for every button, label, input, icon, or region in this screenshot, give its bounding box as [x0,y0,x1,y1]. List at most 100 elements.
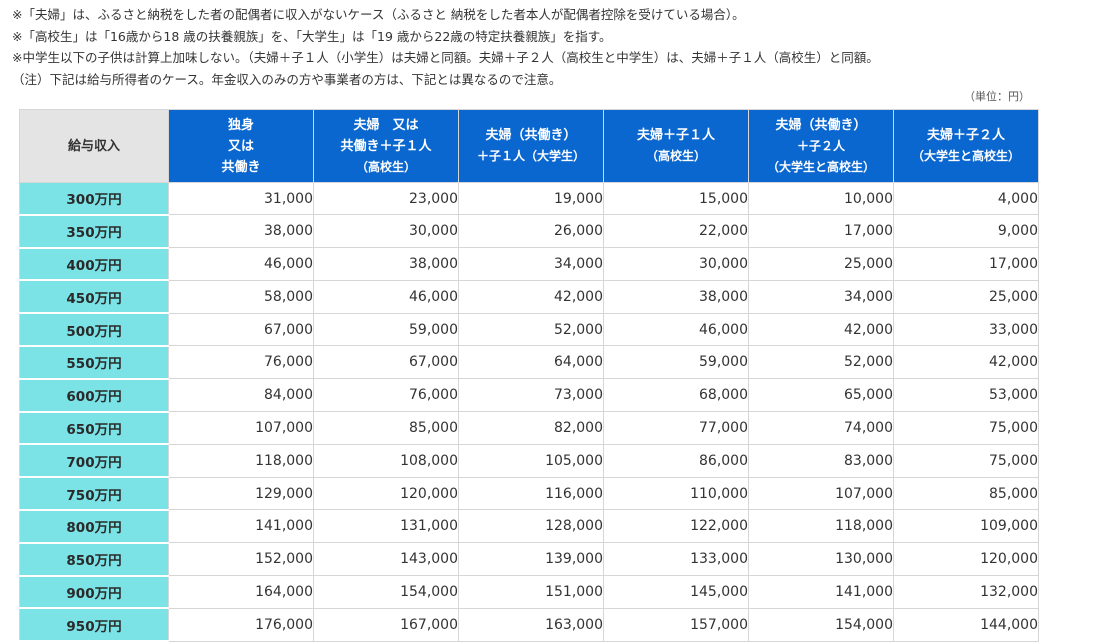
limit-amount-cell: 19,000 [458,181,604,216]
income-cell: 750万円 [19,476,169,511]
limit-amount-cell: 84,000 [168,378,314,413]
limit-amount-cell: 52,000 [748,345,894,380]
limit-amount-cell: 17,000 [893,247,1039,281]
table-row: 500万円 67,000 59,000 52,000 46,000 42,000 33,00… [19,312,1039,347]
limit-amount-cell: 31,000 [168,181,314,216]
limit-amount-cell: 133,000 [603,542,749,577]
limit-amount-cell: 75,000 [893,443,1039,478]
limit-amount-cell: 141,000 [748,575,894,609]
limit-amount-cell: 108,000 [313,443,459,478]
limit-amount-cell: 107,000 [168,411,314,445]
limit-amount-cell: 83,000 [748,443,894,478]
column-header-line: ＋子１人（大学生） [476,149,585,163]
table-row: 600万円 84,000 76,000 73,000 68,000 65,000 53,00… [19,378,1039,413]
limit-amount-cell: 46,000 [603,312,749,347]
note-line: （注）下記は給与所得者のケース。年金収入のみの方や事業者の方は、下記とは異なるの… [12,71,562,87]
limit-amount-cell: 132,000 [893,575,1039,609]
limit-amount-cell: 67,000 [168,312,314,347]
column-header-line: 夫婦（共働き） [485,128,577,143]
column-header-line: 夫婦＋子１人 [636,128,715,143]
limit-amount-cell: 26,000 [458,214,604,249]
column-header-line: 共働き＋子１人 [340,138,432,154]
limit-amount-cell: 154,000 [748,607,894,642]
limit-amount-cell: 145,000 [603,575,749,609]
income-cell: 450万円 [19,279,169,315]
column-header-line: 共働き [221,159,261,175]
limit-amount-cell: 74,000 [748,411,894,445]
limit-amount-cell: 157,000 [603,607,749,642]
income-cell: 400万円 [19,247,169,282]
limit-amount-cell: 10,000 [748,181,894,216]
limit-amount-cell: 167,000 [313,607,459,642]
limit-amount-cell: 77,000 [603,411,749,445]
limit-amount-cell: 143,000 [313,542,459,577]
income-cell: 700万円 [19,443,169,479]
income-cell: 500万円 [19,312,169,347]
limit-amount-cell: 164,000 [168,575,314,609]
table-row: 650万円 107,000 85,000 82,000 77,000 74,000 75,0… [19,411,1039,446]
limit-amount-cell: 46,000 [168,247,314,281]
limit-amount-cell: 122,000 [603,509,749,544]
limit-amount-cell: 130,000 [748,542,894,577]
limit-amount-cell: 131,000 [313,509,459,544]
column-header-line: （高校生） [645,149,706,163]
income-cell: 300万円 [19,181,169,216]
limit-amount-cell: 42,000 [748,312,894,347]
notes: ※「夫婦」は、ふるさと納税をした者の配偶者に収入がないケース（ふるさと 納税をし… [12,4,1092,90]
unit-label: （単位：円） [964,90,1030,103]
limit-amount-cell: 109,000 [893,509,1039,544]
limit-amount-cell: 22,000 [603,214,749,249]
limit-amount-cell: 30,000 [603,247,749,281]
limit-amount-cell: 76,000 [313,378,459,413]
income-cell: 900万円 [19,575,169,610]
limit-amount-cell: 118,000 [748,509,894,544]
limit-amount-cell: 139,000 [458,542,604,577]
note-line: ※中学生以下の子供は計算上加味しない。（夫婦＋子１人（小学生）は夫婦と同額。夫婦… [12,50,879,65]
column-header: 夫婦＋子１人 （高校生） [603,109,749,183]
limit-amount-cell: 105,000 [458,443,604,478]
limit-amount-cell: 46,000 [313,279,459,314]
limit-amount-cell: 42,000 [893,345,1039,380]
table-row: 750万円 129,000 120,000 116,000 110,000 107,000… [19,476,1039,511]
table-body: 300万円 31,000 23,000 19,000 15,000 10,000 4,000… [19,181,1039,642]
income-cell: 850万円 [19,542,169,577]
column-header-line: ＋子２人 [796,138,845,153]
column-header-line: （大学生と高校生） [766,159,875,174]
limit-amount-cell: 85,000 [313,411,459,445]
limit-amount-cell: 30,000 [313,214,459,249]
income-cell: 650万円 [19,411,169,446]
column-header: 独身 又は 共働き [168,109,314,183]
column-header-line: 夫婦 又は [353,117,419,133]
table-row: 550万円 76,000 67,000 64,000 59,000 52,000 42,00… [19,345,1039,380]
limit-amount-cell: 42,000 [458,279,604,314]
limit-amount-cell: 68,000 [603,378,749,413]
limit-amount-cell: 163,000 [458,607,604,642]
column-header-line: 独身 [227,117,254,133]
table-header-row: 給与収入 独身 又は 共働き 夫婦 又は共働き＋子１人 （高校生） 夫婦（共働き） ＋子１人… [19,109,1039,183]
limit-amount-cell: 151,000 [458,575,604,609]
column-header-line: （高校生） [355,159,416,174]
limit-amount-cell: 65,000 [748,378,894,413]
limit-amount-cell: 118,000 [168,443,314,478]
limit-amount-cell: 4,000 [893,181,1039,216]
table-row: 800万円 141,000 131,000 128,000 122,000 118,000… [19,509,1039,544]
limit-amount-cell: 141,000 [168,509,314,544]
limit-amount-cell: 144,000 [893,607,1039,642]
limit-amount-cell: 38,000 [603,279,749,314]
limit-amount-cell: 58,000 [168,279,314,314]
furusato-tax-table: 給与収入 独身 又は 共働き 夫婦 又は共働き＋子１人 （高校生） 夫婦（共働き） ＋子１人… [19,109,1039,642]
limit-amount-cell: 33,000 [893,312,1039,347]
income-cell: 350万円 [19,214,169,249]
limit-amount-cell: 9,000 [893,214,1039,249]
limit-amount-cell: 85,000 [893,476,1039,511]
note-line: ※「高校生」は「16歳から18 歳の扶養親族」を、「大学生」は「19 歳から22… [12,28,612,44]
limit-amount-cell: 129,000 [168,476,314,511]
limit-amount-cell: 107,000 [748,476,894,511]
limit-amount-cell: 17,000 [748,214,894,249]
corner-header: 給与収入 [19,109,169,183]
table-row: 700万円 118,000 108,000 105,000 86,000 83,000 75… [19,443,1039,479]
limit-amount-cell: 120,000 [313,476,459,511]
limit-amount-cell: 73,000 [458,378,604,413]
column-header: 夫婦 又は共働き＋子１人 （高校生） [313,109,459,183]
column-header-line: 夫婦＋子２人 [926,128,1005,143]
